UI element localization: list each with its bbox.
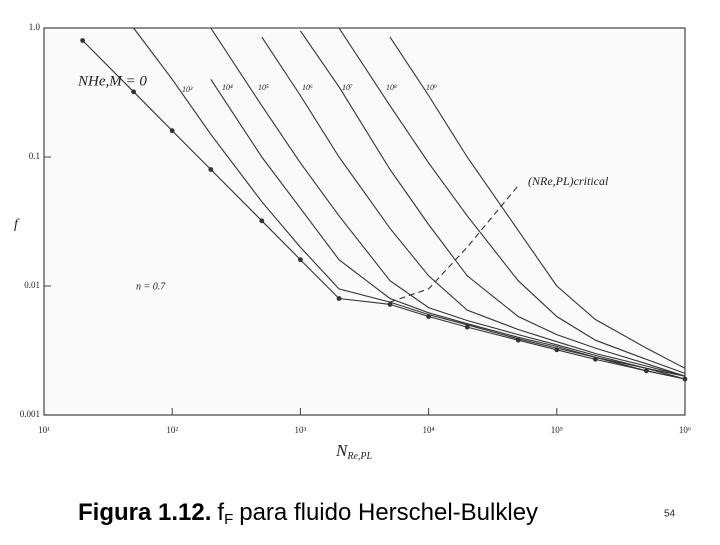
y-tick-label: 1.0 xyxy=(29,22,41,32)
series-marker xyxy=(208,167,214,172)
x-axis-label: NRe,PL xyxy=(335,441,372,462)
caption-text: para fluido Herschel-Bulkley xyxy=(239,499,538,526)
series-marker xyxy=(169,128,175,134)
series-label: 10³ xyxy=(182,85,193,94)
series-line xyxy=(299,30,686,377)
series-label: 10⁷ xyxy=(342,83,353,92)
series-marker xyxy=(131,89,137,95)
series-label: 10⁸ xyxy=(386,83,397,92)
series-marker xyxy=(336,296,342,301)
series-line xyxy=(261,36,686,377)
caption: Figura 1.12. fF para fluido Herschel-Bulkl… xyxy=(78,499,538,528)
x-tick-label: 10⁵ xyxy=(551,425,563,435)
series-line xyxy=(210,27,686,377)
series-label: NHe,M = 0 xyxy=(77,73,147,89)
x-tick-label: 10⁴ xyxy=(423,425,435,435)
series-marker xyxy=(298,257,303,263)
x-axis-label-sub: Re,PL xyxy=(346,451,372,462)
y-axis-label: f xyxy=(14,217,20,232)
series-line xyxy=(389,36,686,369)
series-line xyxy=(389,185,519,303)
x-axis-label-main: N xyxy=(335,441,349,460)
x-tick-label: 10⁶ xyxy=(679,425,691,435)
series-marker xyxy=(464,324,470,330)
x-tick-label: 10¹ xyxy=(38,425,50,435)
x-tick-label: 10² xyxy=(166,425,178,435)
series-label: 10⁵ xyxy=(258,83,269,92)
series-marker xyxy=(387,302,393,307)
series-line xyxy=(210,78,686,380)
y-tick-label: 0.01 xyxy=(24,280,40,290)
series-label: 10⁹ xyxy=(426,83,437,92)
annotation: n = 0.7 xyxy=(136,281,166,292)
series-marker xyxy=(259,218,265,224)
page-number: 54 xyxy=(664,509,676,520)
series-marker xyxy=(80,38,85,43)
caption-number: Figura 1.12. xyxy=(78,499,211,526)
series-label: 10⁴ xyxy=(222,83,233,92)
series-label: 10⁶ xyxy=(302,83,313,92)
y-tick-label: 0.1 xyxy=(29,151,40,161)
caption-symbol: f xyxy=(217,499,224,526)
y-tick-label: 0.001 xyxy=(20,409,40,419)
series-marker xyxy=(682,376,688,382)
caption-subscript: F xyxy=(224,511,233,528)
x-tick-label: 10³ xyxy=(295,425,307,435)
series-label: (NRe,PL)critical xyxy=(528,174,609,188)
series-line xyxy=(338,27,686,374)
